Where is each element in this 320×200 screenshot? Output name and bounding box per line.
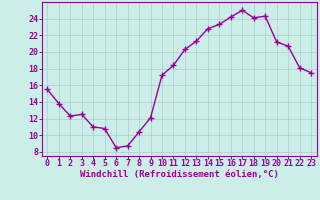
X-axis label: Windchill (Refroidissement éolien,°C): Windchill (Refroidissement éolien,°C) [80, 170, 279, 179]
